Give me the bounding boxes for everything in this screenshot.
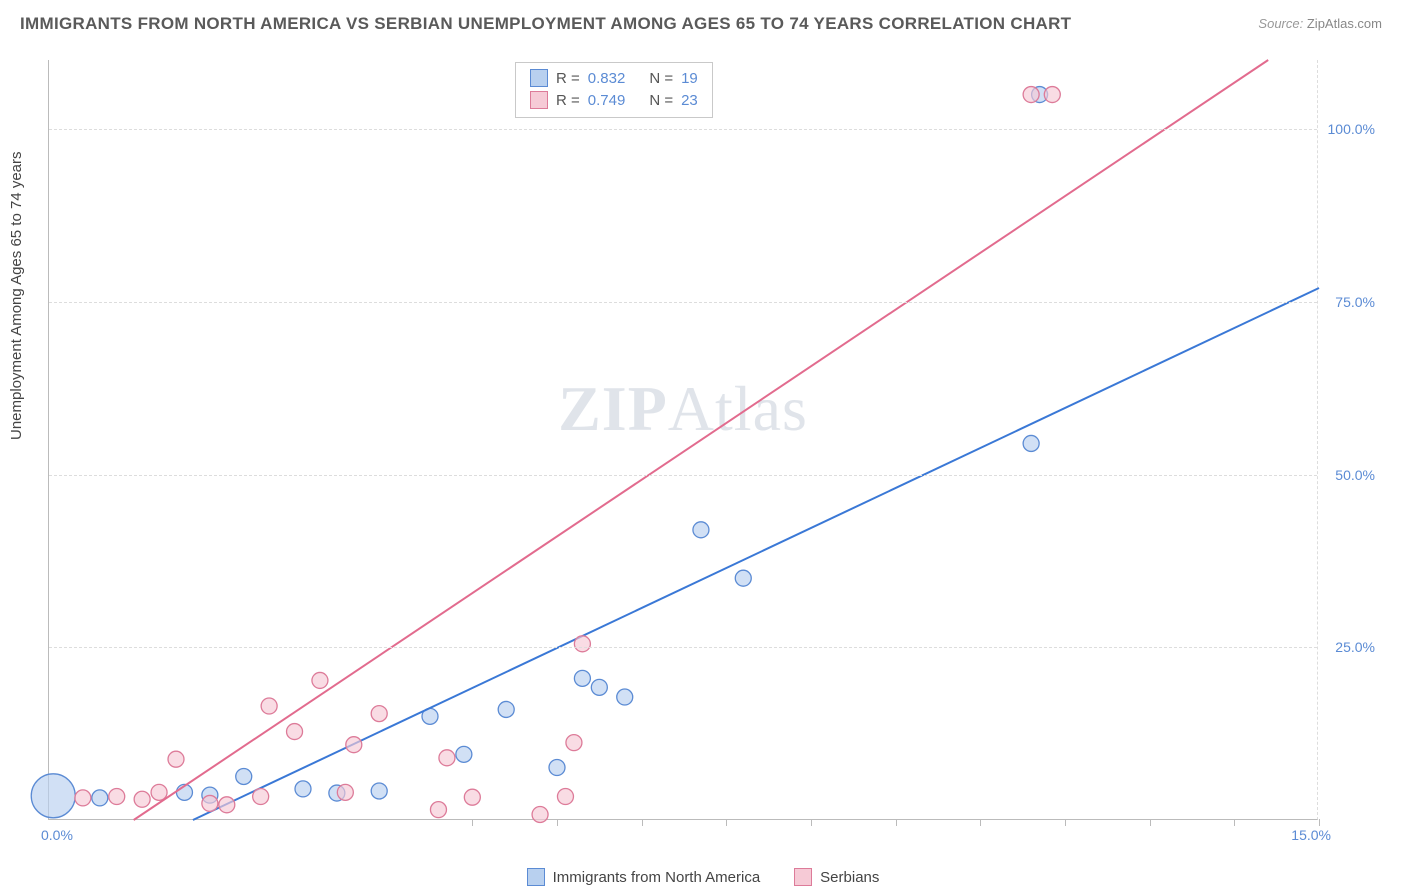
y-tick-label: 50.0% bbox=[1335, 467, 1375, 483]
bottom-legend: Immigrants from North America Serbians bbox=[0, 868, 1406, 886]
scatter-point-blue bbox=[31, 774, 75, 818]
y-tick-label: 100.0% bbox=[1328, 121, 1375, 137]
scatter-point-pink bbox=[261, 698, 277, 714]
x-tick-mark bbox=[896, 819, 897, 826]
scatter-point-pink bbox=[312, 672, 328, 688]
y-gridline bbox=[49, 475, 1317, 476]
scatter-svg bbox=[49, 60, 1317, 819]
regression-line-blue bbox=[193, 288, 1319, 820]
x-tick-mark bbox=[811, 819, 812, 826]
scatter-point-blue bbox=[1023, 435, 1039, 451]
scatter-point-pink bbox=[337, 784, 353, 800]
stats-box: R = 0.832 N = 19 R = 0.749 N = 23 bbox=[515, 62, 713, 118]
scatter-point-blue bbox=[693, 522, 709, 538]
x-tick-mark bbox=[726, 819, 727, 826]
scatter-point-blue bbox=[549, 759, 565, 775]
scatter-point-pink bbox=[109, 789, 125, 805]
scatter-point-pink bbox=[1044, 87, 1060, 103]
stat-r-value: 0.749 bbox=[588, 92, 626, 109]
scatter-point-pink bbox=[346, 737, 362, 753]
legend-item: Immigrants from North America bbox=[527, 868, 761, 886]
scatter-point-pink bbox=[134, 791, 150, 807]
y-gridline bbox=[49, 129, 1317, 130]
legend-label: Immigrants from North America bbox=[553, 869, 761, 886]
y-axis-label: Unemployment Among Ages 65 to 74 years bbox=[8, 151, 25, 440]
chart-title: IMMIGRANTS FROM NORTH AMERICA VS SERBIAN… bbox=[20, 14, 1071, 34]
plot-area: ZIPAtlas 0.0% 15.0% 25.0%50.0%75.0%100.0… bbox=[48, 60, 1318, 820]
scatter-point-blue bbox=[371, 783, 387, 799]
scatter-point-blue bbox=[92, 790, 108, 806]
stats-swatch bbox=[530, 91, 548, 109]
stat-n-value: 23 bbox=[681, 92, 698, 109]
stats-row: R = 0.749 N = 23 bbox=[530, 89, 698, 111]
x-tick-mark bbox=[1150, 819, 1151, 826]
scatter-point-pink bbox=[464, 789, 480, 805]
x-tick-mark bbox=[642, 819, 643, 826]
y-tick-label: 75.0% bbox=[1335, 294, 1375, 310]
scatter-point-pink bbox=[557, 789, 573, 805]
scatter-point-pink bbox=[439, 750, 455, 766]
legend-swatch bbox=[794, 868, 812, 886]
x-tick-mark bbox=[980, 819, 981, 826]
scatter-point-pink bbox=[371, 706, 387, 722]
scatter-point-pink bbox=[430, 802, 446, 818]
stats-row: R = 0.832 N = 19 bbox=[530, 67, 698, 89]
scatter-point-blue bbox=[236, 768, 252, 784]
stat-n-label: N = bbox=[649, 92, 673, 109]
scatter-point-pink bbox=[287, 724, 303, 740]
stat-r-label: R = bbox=[556, 92, 580, 109]
legend-label: Serbians bbox=[820, 869, 879, 886]
x-tick-mark bbox=[1319, 819, 1320, 826]
x-tick-mark bbox=[1234, 819, 1235, 826]
scatter-point-blue bbox=[735, 570, 751, 586]
scatter-point-blue bbox=[574, 670, 590, 686]
legend-swatch bbox=[527, 868, 545, 886]
stats-swatch bbox=[530, 69, 548, 87]
source-attribution: Source: ZipAtlas.com bbox=[1258, 16, 1382, 31]
legend-item: Serbians bbox=[794, 868, 879, 886]
stat-n-value: 19 bbox=[681, 70, 698, 87]
scatter-point-pink bbox=[1023, 87, 1039, 103]
scatter-point-blue bbox=[498, 701, 514, 717]
scatter-point-blue bbox=[617, 689, 633, 705]
scatter-point-pink bbox=[574, 636, 590, 652]
y-gridline bbox=[49, 647, 1317, 648]
stat-r-value: 0.832 bbox=[588, 70, 626, 87]
scatter-point-pink bbox=[219, 797, 235, 813]
y-gridline bbox=[49, 302, 1317, 303]
y-tick-label: 25.0% bbox=[1335, 639, 1375, 655]
scatter-point-blue bbox=[456, 746, 472, 762]
x-tick-max: 15.0% bbox=[1291, 827, 1331, 843]
scatter-point-blue bbox=[295, 781, 311, 797]
stat-r-label: R = bbox=[556, 70, 580, 87]
x-tick-mark bbox=[557, 819, 558, 826]
scatter-point-pink bbox=[532, 806, 548, 822]
scatter-point-pink bbox=[151, 784, 167, 800]
scatter-point-pink bbox=[253, 789, 269, 805]
stat-n-label: N = bbox=[649, 70, 673, 87]
x-tick-mark bbox=[472, 819, 473, 826]
x-tick-mark bbox=[1065, 819, 1066, 826]
regression-line-pink bbox=[134, 60, 1269, 820]
x-tick-min: 0.0% bbox=[41, 827, 73, 843]
scatter-point-pink bbox=[202, 795, 218, 811]
scatter-point-blue bbox=[591, 679, 607, 695]
scatter-point-pink bbox=[75, 790, 91, 806]
source-value: ZipAtlas.com bbox=[1307, 16, 1382, 31]
scatter-point-pink bbox=[168, 751, 184, 767]
scatter-point-pink bbox=[566, 735, 582, 751]
source-label: Source: bbox=[1258, 16, 1303, 31]
